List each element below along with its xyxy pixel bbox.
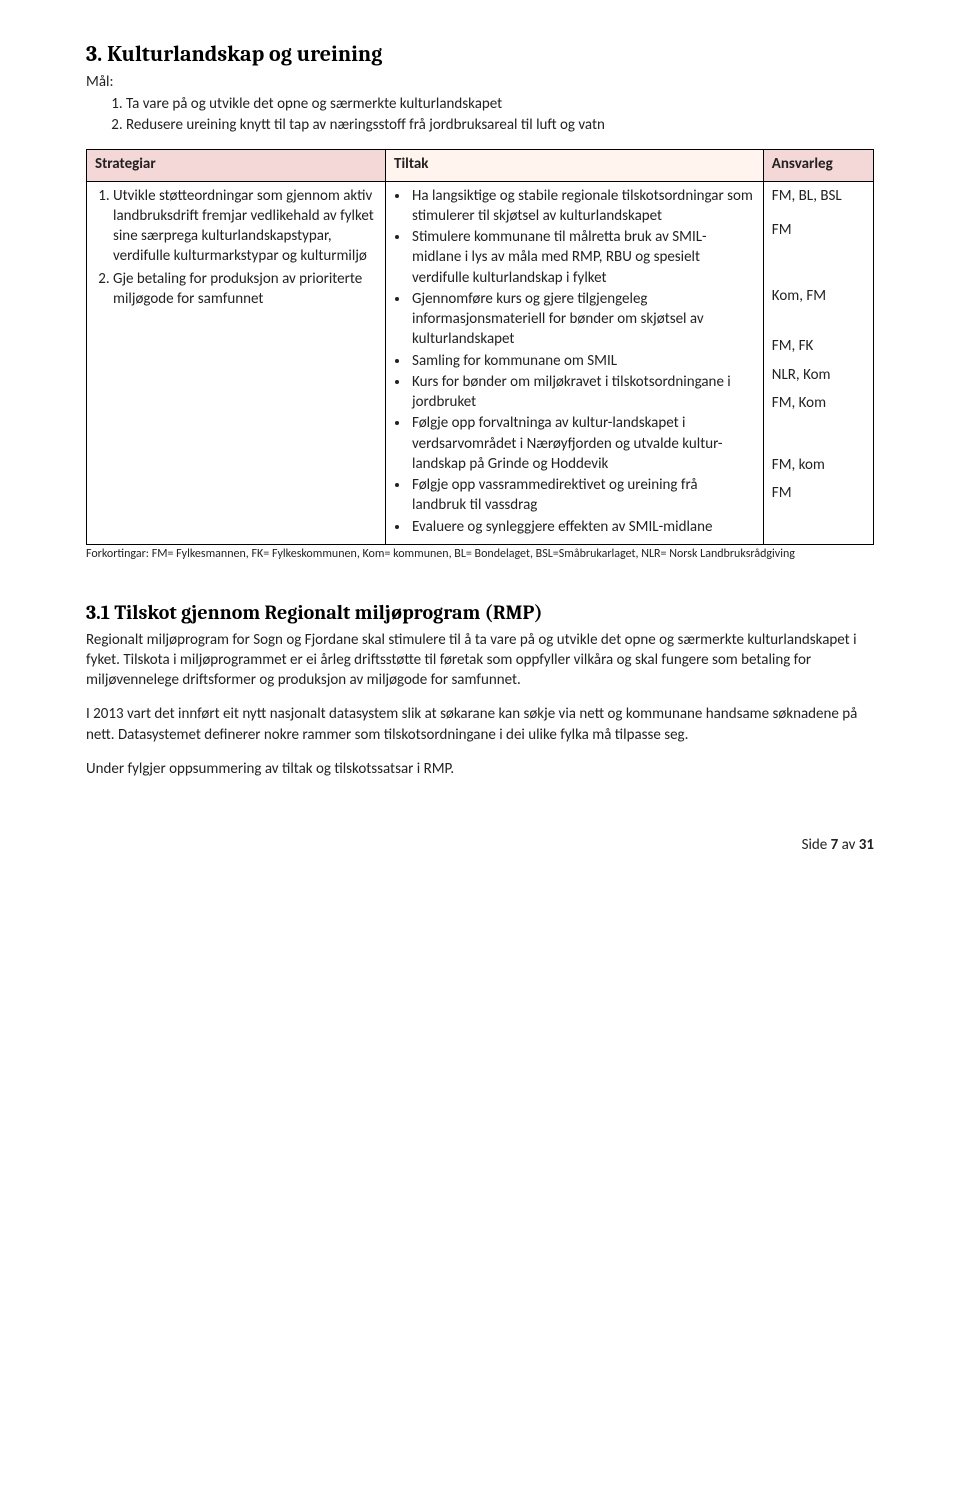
- ansvar-cell: FM, BL, BSL FM Kom, FM FM, FK NLR, Kom F…: [763, 181, 873, 544]
- ansvar-item: FM, Kom: [772, 393, 865, 455]
- tiltak-item: Kurs for bønder om miljøkravet i tilskot…: [410, 372, 755, 413]
- strategy-table: Strategiar Tiltak Ansvarleg Utvikle støt…: [86, 149, 874, 545]
- ansvar-item: FM: [772, 220, 865, 286]
- ansvar-item: FM, BL, BSL: [772, 186, 865, 220]
- strategiar-cell: Utvikle støtteordningar som gjennom akti…: [87, 181, 386, 544]
- strategy-item: Utvikle støtteordningar som gjennom akti…: [113, 186, 377, 267]
- subsection-heading: 3.1 Tilskot gjennom Regionalt miljøprogr…: [86, 599, 874, 626]
- tiltak-cell: Ha langsiktige og stabile regionale tils…: [386, 181, 764, 544]
- ansvar-item: FM, FK: [772, 336, 865, 364]
- goal-item: Redusere ureining knytt til tap av nærin…: [126, 115, 874, 135]
- tiltak-item: Følgje opp vassrammedirektivet og ureini…: [410, 475, 755, 516]
- goal-label: Mål:: [86, 72, 874, 92]
- body-paragraph: Regionalt miljøprogram for Sogn og Fjord…: [86, 630, 874, 691]
- footer-side-label: Side: [802, 836, 831, 854]
- footer-av-label: av: [838, 836, 859, 854]
- tiltak-item: Stimulere kommunane til målretta bruk av…: [410, 227, 755, 288]
- footer-total-pages: 31: [859, 836, 874, 854]
- tiltak-item: Ha langsiktige og stabile regionale tils…: [410, 186, 755, 227]
- tiltak-item: Gjennomføre kurs og gjere tilgjengeleg i…: [410, 289, 755, 350]
- strategy-item: Gje betaling for produksjon av prioriter…: [113, 269, 377, 310]
- goal-list: Ta vare på og utvikle det opne og særmer…: [126, 94, 874, 136]
- tiltak-item: Følgje opp forvaltninga av kultur-landsk…: [410, 413, 755, 474]
- section-heading: 3. Kulturlandskap og ureining: [86, 40, 874, 70]
- body-paragraph: Under fylgjer oppsummering av tiltak og …: [86, 759, 874, 779]
- col-header-tiltak: Tiltak: [386, 150, 764, 181]
- page-footer: Side 7 av 31: [86, 835, 874, 855]
- col-header-ansvarleg: Ansvarleg: [763, 150, 873, 181]
- tiltak-item: Evaluere og synleggjere effekten av SMIL…: [410, 517, 755, 537]
- abbreviations-note: Forkortingar: FM= Fylkesmannen, FK= Fylk…: [86, 547, 874, 563]
- ansvar-item: Kom, FM: [772, 286, 865, 336]
- body-paragraph: I 2013 vart det innført eit nytt nasjona…: [86, 704, 874, 745]
- ansvar-item: NLR, Kom: [772, 365, 865, 393]
- ansvar-item: FM: [772, 483, 865, 503]
- ansvar-item: FM, kom: [772, 455, 865, 483]
- col-header-strategiar: Strategiar: [87, 150, 386, 181]
- goal-item: Ta vare på og utvikle det opne og særmer…: [126, 94, 874, 114]
- tiltak-item: Samling for kommunane om SMIL: [410, 351, 755, 371]
